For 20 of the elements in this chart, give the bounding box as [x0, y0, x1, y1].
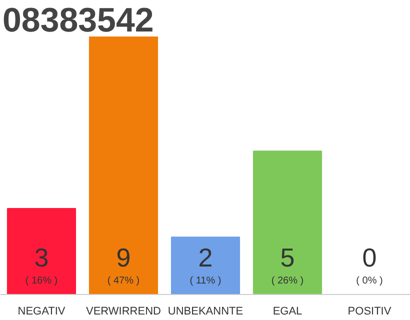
x-tick-label: EGAL [272, 306, 302, 318]
annotation: ( 11% ) [190, 276, 222, 286]
x-tick-label: POSITIV [348, 306, 392, 318]
annotation: ( 26% ) [271, 276, 304, 286]
data-label: 5 [280, 242, 295, 272]
bar [170, 236, 240, 294]
chart-title: 08383542 [2, 2, 154, 40]
x-tick-label: UNBEKANNTE [168, 306, 244, 318]
bar [6, 208, 76, 294]
x-tick-label: NEGATIV [18, 306, 66, 318]
data-label: 0 [362, 242, 377, 272]
bar [252, 150, 322, 294]
annotation: ( 16% ) [25, 276, 58, 286]
data-label: 3 [34, 242, 49, 272]
annotation: ( 0% ) [356, 276, 383, 286]
x-tick-label: VERWIRREND [86, 306, 162, 318]
bar [88, 36, 158, 294]
data-label: 9 [116, 242, 131, 272]
data-label: 2 [198, 242, 213, 272]
annotation: ( 47% ) [107, 276, 140, 286]
